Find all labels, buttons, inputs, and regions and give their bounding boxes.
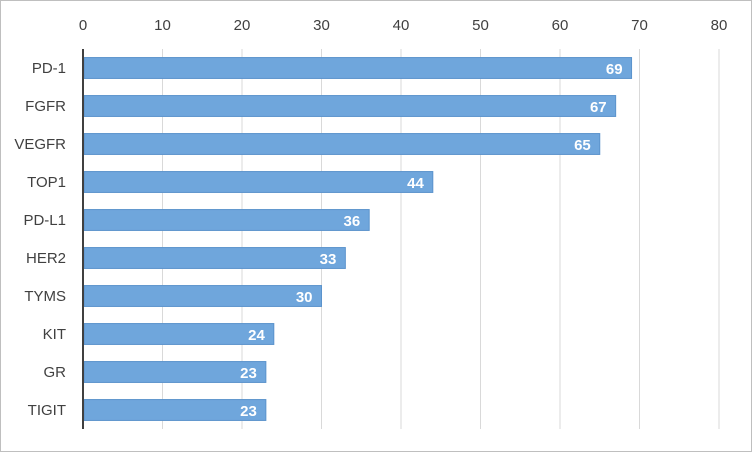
data-label: 23 [240, 365, 257, 382]
bar-pd-l1 [83, 209, 370, 231]
y-tick-label: TYMS [24, 288, 66, 305]
bar-her2 [83, 247, 346, 269]
y-tick-label: TOP1 [27, 174, 66, 191]
bar-pd-1 [83, 57, 633, 79]
data-label: 30 [296, 289, 313, 306]
bar-fgfr [83, 95, 617, 117]
data-label: 69 [606, 61, 623, 78]
data-label: 33 [320, 251, 337, 268]
bars: 69 67 65 44 36 33 30 24 23 23 [83, 57, 633, 421]
y-tick-label: HER2 [26, 250, 66, 267]
bar-vegfr [83, 133, 601, 155]
axes: 0 10 20 30 40 50 60 70 80 PD-1 FGFR VEGFR TOP1 PD-L1 H… [14, 17, 727, 429]
y-tick-label: KIT [43, 326, 66, 343]
bar-top1 [83, 171, 434, 193]
data-label: 44 [407, 175, 424, 192]
y-tick-label: TIGIT [28, 402, 66, 419]
x-tick-label: 30 [313, 17, 330, 34]
x-tick-label: 50 [472, 17, 489, 34]
bar-tyms [83, 285, 322, 307]
x-tick-label: 70 [631, 17, 648, 34]
data-label: 24 [248, 327, 265, 344]
y-tick-label: VEGFR [14, 136, 66, 153]
x-tick-label: 80 [711, 17, 728, 34]
bar-tigit [83, 399, 267, 421]
x-tick-label: 60 [552, 17, 569, 34]
y-tick-label: FGFR [25, 98, 66, 115]
y-tick-label: PD-L1 [23, 212, 66, 229]
x-tick-label: 40 [393, 17, 410, 34]
data-label: 36 [344, 213, 361, 230]
bar-gr [83, 361, 267, 383]
data-label: 65 [574, 137, 591, 154]
bar-kit [83, 323, 275, 345]
y-tick-label: GR [44, 364, 67, 381]
data-label: 67 [590, 99, 607, 116]
data-label: 23 [240, 403, 257, 420]
y-tick-label: PD-1 [32, 60, 66, 77]
x-tick-label: 0 [79, 17, 87, 34]
x-tick-label: 10 [154, 17, 171, 34]
x-tick-label: 20 [234, 17, 251, 34]
